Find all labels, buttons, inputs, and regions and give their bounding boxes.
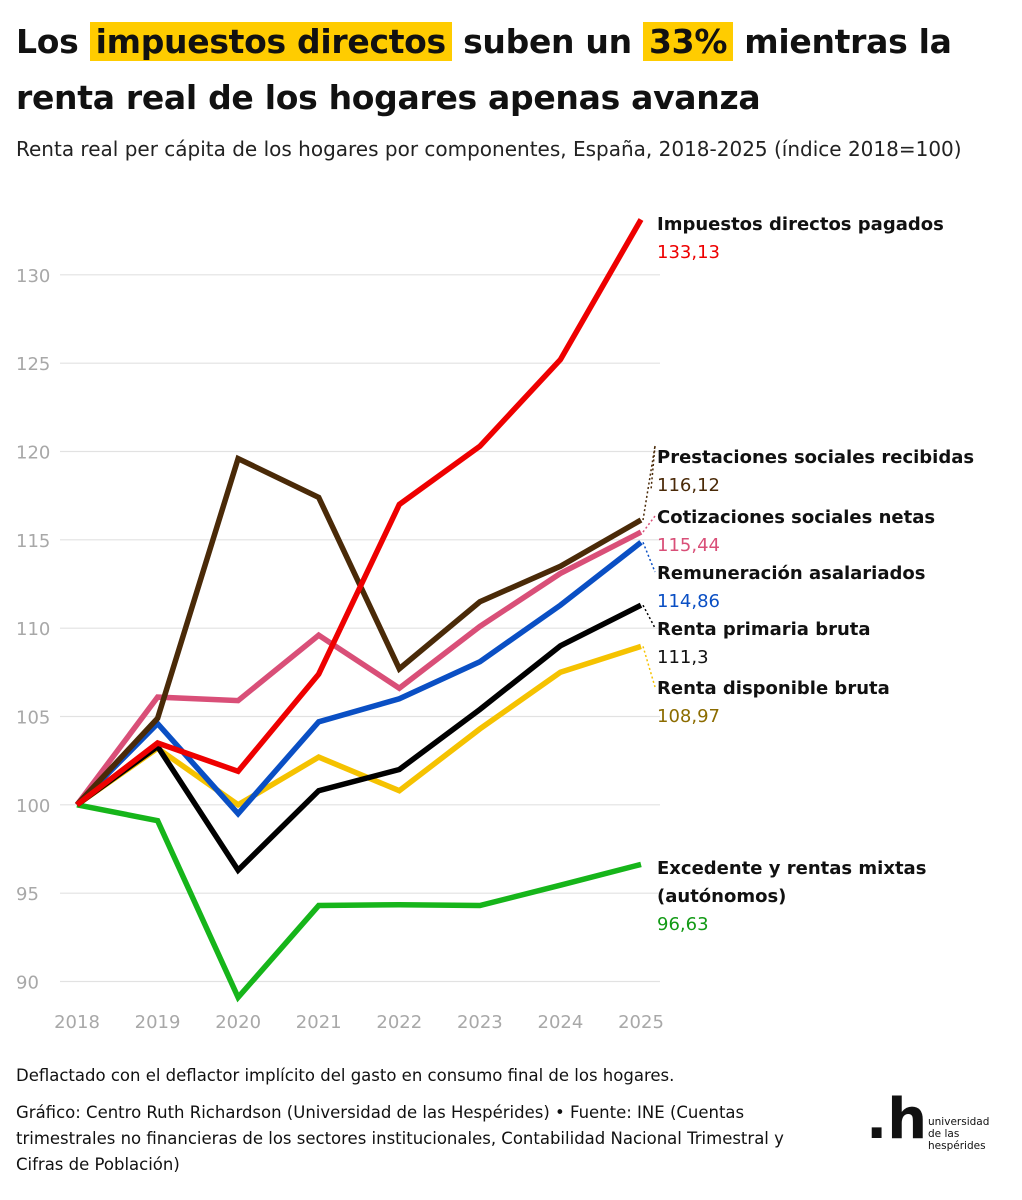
logo-text: universidad de las hespérides bbox=[928, 1116, 989, 1152]
title-highlight-percent: 33% bbox=[643, 22, 734, 61]
y-tick-130: 130 bbox=[16, 266, 50, 287]
label-name-prestaciones-sociales-recibidas: Prestaciones sociales recibidas bbox=[657, 447, 974, 468]
leader-prestaciones-sociales-recibidas bbox=[642, 445, 656, 521]
series-line-remuneración-asalariados bbox=[75, 540, 643, 818]
y-tick-115: 115 bbox=[16, 531, 50, 552]
title-highlight-taxes: impuestos directos bbox=[89, 22, 452, 61]
y-axis-tick-labels: 90 95 100 105 110 115 120 125 130 bbox=[16, 266, 50, 994]
chart-subtitle: Renta real per cápita de los hogares por… bbox=[16, 137, 962, 161]
chart-title: Los impuestos directos suben un 33% mien… bbox=[16, 14, 1006, 126]
leader-ext-prestaciones-sociales-recibidas bbox=[650, 445, 656, 491]
label-value-renta-disponible-bruta: 108,97 bbox=[657, 706, 720, 727]
title-part-3: mientras la renta real de los hogares ap… bbox=[16, 22, 952, 117]
x-tick-2019: 2019 bbox=[135, 1012, 181, 1033]
x-tick-2021: 2021 bbox=[296, 1012, 342, 1033]
logo-line-1: universidad bbox=[928, 1116, 990, 1128]
leader-renta-primaria-bruta bbox=[642, 604, 656, 629]
logo-line-2: de las bbox=[928, 1128, 960, 1140]
y-tick-90: 90 bbox=[16, 973, 39, 994]
grid-lines bbox=[60, 274, 660, 983]
title-part-1: Los bbox=[16, 22, 90, 61]
y-tick-100: 100 bbox=[16, 796, 50, 817]
leader-remuneración-asalariados bbox=[642, 542, 656, 573]
label-name-remuneración-asalariados: Remuneración asalariados bbox=[657, 563, 925, 584]
x-tick-2022: 2022 bbox=[376, 1012, 422, 1033]
leader-cotizaciones-sociales-netas bbox=[642, 515, 656, 533]
x-tick-2025: 2025 bbox=[618, 1012, 664, 1033]
label-name-cotizaciones-sociales-netas: Cotizaciones sociales netas bbox=[657, 507, 935, 528]
x-tick-2024: 2024 bbox=[538, 1012, 584, 1033]
y-tick-125: 125 bbox=[16, 354, 50, 375]
label-name-renta-disponible-bruta: Renta disponible bruta bbox=[657, 678, 890, 699]
y-tick-120: 120 bbox=[16, 443, 50, 464]
x-tick-2018: 2018 bbox=[54, 1012, 100, 1033]
label-leader-lines bbox=[642, 445, 656, 688]
label-value-impuestos-directos-pagados: 133,13 bbox=[657, 242, 720, 263]
series-labels: Impuestos directos pagados 133,13 Prestaci… bbox=[657, 214, 974, 935]
label-name-excedente-y-rentas-mixtas-autónomos-: (autónomos) bbox=[657, 886, 786, 907]
label-name-impuestos-directos-pagados: Impuestos directos pagados bbox=[657, 214, 944, 235]
series-line-renta-disponible-bruta bbox=[75, 643, 642, 809]
y-tick-95: 95 bbox=[16, 884, 39, 905]
series-line-excedente-y-rentas-mixtas-autónomos- bbox=[76, 802, 642, 1003]
series-line-renta-primaria-bruta bbox=[75, 602, 643, 875]
logo-mark: .h bbox=[866, 1087, 928, 1152]
series-lines bbox=[74, 218, 644, 1003]
y-tick-105: 105 bbox=[16, 708, 50, 729]
x-tick-2020: 2020 bbox=[215, 1012, 261, 1033]
x-tick-2023: 2023 bbox=[457, 1012, 503, 1033]
source-credit: Gráfico: Centro Ruth Richardson (Univers… bbox=[16, 1103, 784, 1174]
series-line-impuestos-directos-pagados bbox=[75, 218, 644, 807]
footnote: Deflactado con el deflactor implícito de… bbox=[16, 1066, 675, 1085]
label-name-renta-primaria-bruta: Renta primaria bruta bbox=[657, 619, 871, 640]
title-part-2: suben un bbox=[451, 22, 643, 61]
label-name-excedente-y-rentas-mixtas-autónomos-: Excedente y rentas mixtas bbox=[657, 858, 926, 879]
logo-line-3: hespérides bbox=[928, 1140, 986, 1152]
y-tick-110: 110 bbox=[16, 619, 50, 640]
label-value-renta-primaria-bruta: 111,3 bbox=[657, 647, 709, 668]
label-value-cotizaciones-sociales-netas: 115,44 bbox=[657, 535, 720, 556]
label-value-remuneración-asalariados: 114,86 bbox=[657, 591, 720, 612]
label-value-excedente-y-rentas-mixtas-autónomos-: 96,63 bbox=[657, 914, 709, 935]
leader-renta-disponible-bruta bbox=[642, 646, 656, 688]
label-value-prestaciones-sociales-recibidas: 116,12 bbox=[657, 475, 720, 496]
x-axis-tick-labels: 2018 2019 2020 2021 2022 2023 2024 2025 bbox=[54, 1012, 664, 1033]
university-logo: .h universidad de las hespérides bbox=[866, 1088, 1006, 1158]
series-line-cotizaciones-sociales-netas bbox=[74, 529, 643, 807]
